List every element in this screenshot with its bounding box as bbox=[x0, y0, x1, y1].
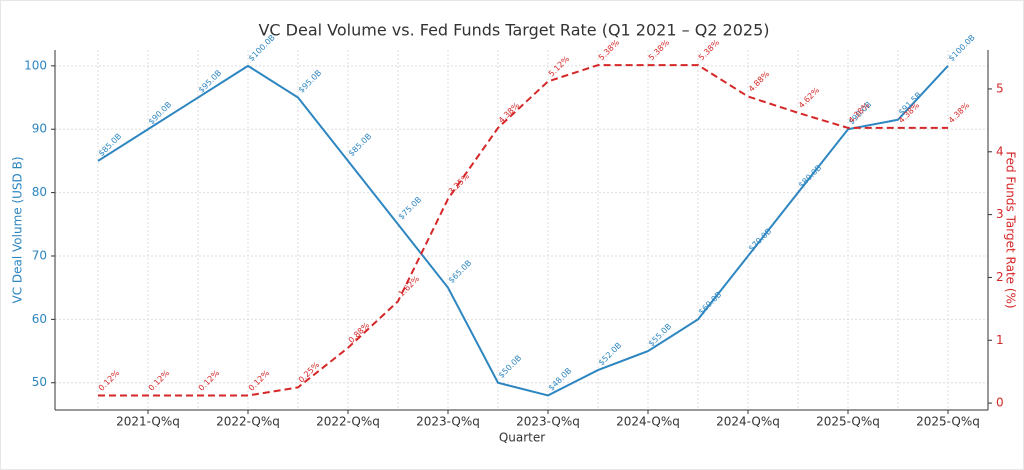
y-tick-label: 100 bbox=[24, 58, 47, 72]
data-label: 5.38% bbox=[647, 38, 672, 63]
x-axis-label: Quarter bbox=[499, 431, 545, 445]
series-line bbox=[97, 64, 949, 397]
y2-tick-label: 3 bbox=[996, 207, 1004, 221]
y2-tick-label: 1 bbox=[996, 333, 1004, 347]
data-label: 0.12% bbox=[147, 368, 172, 393]
data-label: $100.0B bbox=[947, 33, 977, 63]
data-label: $85.0B bbox=[347, 132, 373, 158]
chart-title: VC Deal Volume vs. Fed Funds Target Rate… bbox=[258, 21, 769, 40]
y-tick-label: 60 bbox=[32, 312, 47, 326]
data-label: 0.12% bbox=[97, 368, 122, 393]
data-label: 5.38% bbox=[697, 38, 722, 63]
y2-tick-label: 5 bbox=[996, 81, 1004, 95]
x-tick-label: 2025-Q%q bbox=[916, 415, 980, 429]
data-label: 0.12% bbox=[247, 368, 272, 393]
data-label: 4.38% bbox=[497, 100, 522, 125]
data-label: $80.0B bbox=[797, 163, 823, 189]
x-tick-label: 2024-Q%q bbox=[716, 415, 780, 429]
x-tick-label: 2023-Q%q bbox=[516, 415, 580, 429]
y-tick-label: 80 bbox=[32, 185, 47, 199]
y-tick-label: 90 bbox=[32, 122, 47, 136]
y2-axis-label: Fed Funds Target Rate (%) bbox=[1004, 151, 1018, 308]
x-tick-label: 2024-Q%q bbox=[616, 415, 680, 429]
data-label: 4.62% bbox=[797, 85, 822, 110]
data-label: $50.0B bbox=[497, 353, 523, 379]
data-label: $60.0B bbox=[697, 290, 723, 316]
x-tick-label: 2023-Q%q bbox=[416, 415, 480, 429]
data-label: 4.38% bbox=[847, 100, 872, 125]
y-tick-label: 70 bbox=[32, 248, 47, 262]
x-tick-label: 2022-Q%q bbox=[216, 415, 280, 429]
data-label: $65.0B bbox=[447, 258, 473, 284]
y-tick-label: 50 bbox=[32, 375, 47, 389]
data-label: 4.88% bbox=[747, 69, 772, 94]
y2-tick-label: 2 bbox=[996, 270, 1004, 284]
data-label: $75.0B bbox=[397, 195, 423, 221]
data-label: 0.12% bbox=[197, 368, 222, 393]
data-label: $70.0B bbox=[747, 227, 773, 253]
x-tick-label: 2022-Q%q bbox=[316, 415, 380, 429]
data-label: 0.88% bbox=[347, 320, 372, 345]
x-tick-label: 2025-Q%q bbox=[816, 415, 880, 429]
data-label: $95.0B bbox=[297, 68, 323, 94]
data-label: $52.0B bbox=[597, 341, 623, 367]
y-axis-label: VC Deal Volume (USD B) bbox=[11, 156, 25, 303]
x-tick-label: 2021-Q%q bbox=[116, 415, 180, 429]
series-line bbox=[98, 64, 948, 397]
y2-tick-label: 0 bbox=[996, 396, 1004, 410]
data-label: 4.38% bbox=[947, 100, 972, 125]
data-label: 5.38% bbox=[597, 38, 622, 63]
y2-tick-label: 4 bbox=[996, 144, 1004, 158]
